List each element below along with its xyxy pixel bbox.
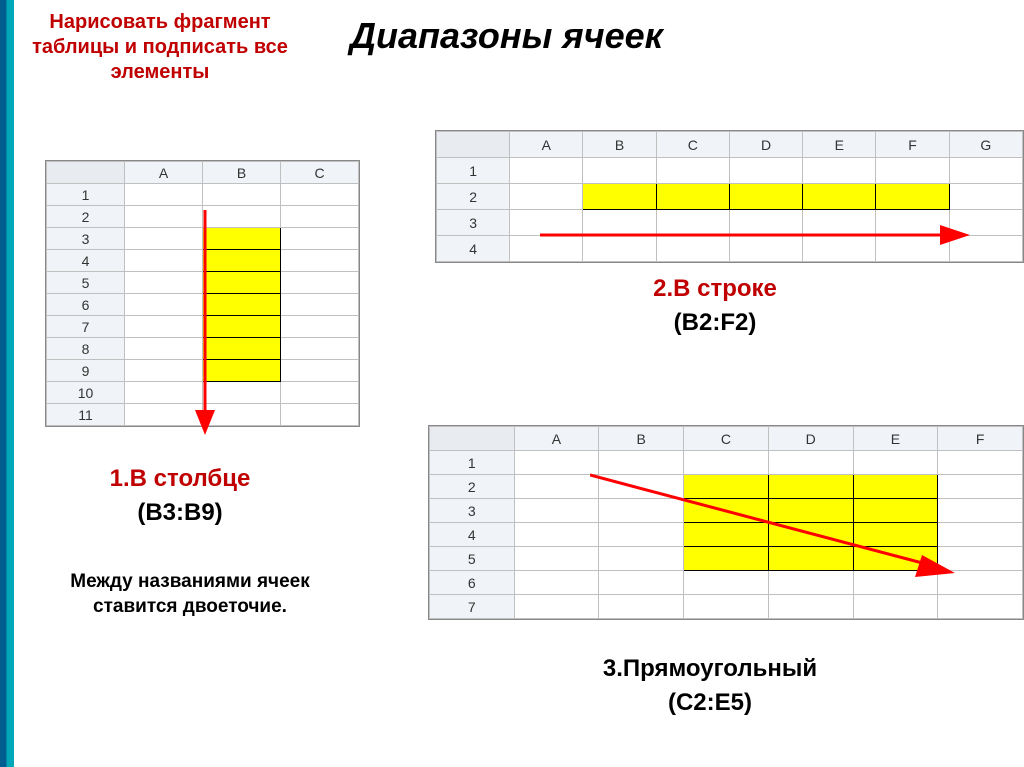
table-grid: ABCDEF 1 2 3 4 5 6 7 [429, 426, 1023, 619]
slide-left-accent [0, 0, 14, 767]
caption-rect: 3.Прямоугольный (C2:E5) [540, 655, 880, 717]
slide-title: Диапазоны ячеек [350, 15, 663, 57]
caption-title: 1.В столбце [110, 465, 251, 492]
table-grid: ABCDEFG 1 2 3 4 [436, 131, 1023, 262]
caption-range: (B3:B9) [50, 499, 310, 527]
caption-range: (B2:F2) [565, 309, 865, 337]
caption-title: 3.Прямоугольный [603, 655, 817, 682]
caption-title: 2.В строке [653, 275, 777, 302]
caption-range: (C2:E5) [540, 689, 880, 717]
table-grid: ABC 1 2 3 4 5 6 7 8 9 10 11 [46, 161, 359, 426]
spreadsheet-row-range: ABCDEFG 1 2 3 4 [435, 130, 1024, 263]
note-text: Между названиями ячеек ставится двоеточи… [45, 570, 335, 619]
caption-column: 1.В столбце (B3:B9) [50, 465, 310, 527]
spreadsheet-column-range: ABC 1 2 3 4 5 6 7 8 9 10 11 [45, 160, 360, 427]
caption-row: 2.В строке (B2:F2) [565, 275, 865, 337]
task-instruction: Нарисовать фрагмент таблицы и подписать … [25, 10, 295, 85]
spreadsheet-rect-range: ABCDEF 1 2 3 4 5 6 7 [428, 425, 1024, 620]
